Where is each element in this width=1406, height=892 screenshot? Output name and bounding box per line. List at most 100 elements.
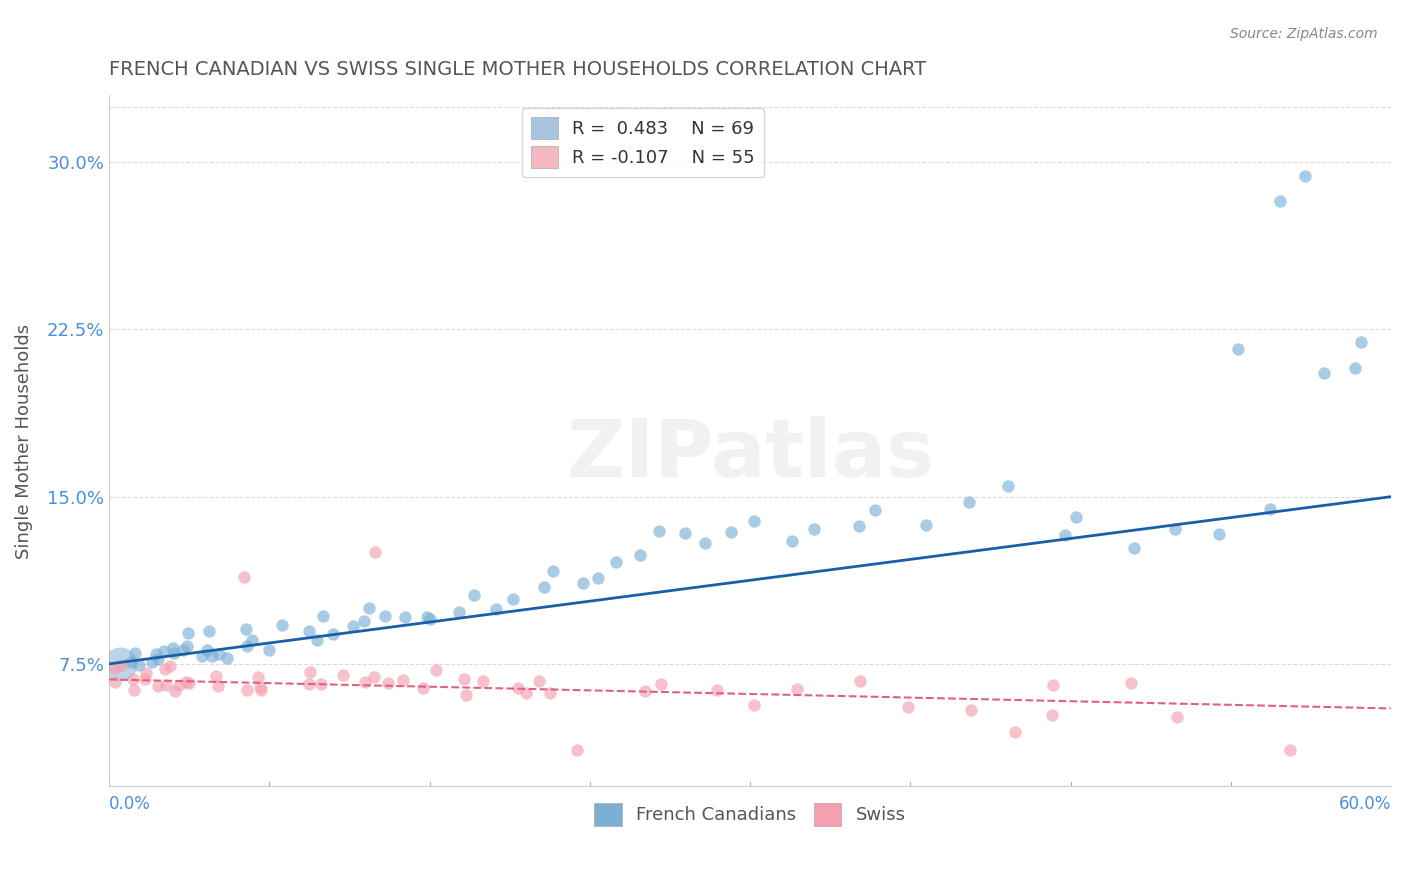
- Point: [572, 575, 595, 590]
- Point: [742, 698, 765, 712]
- Point: [146, 652, 169, 666]
- Point: [208, 647, 231, 661]
- Point: [332, 668, 354, 682]
- Point: [179, 676, 201, 690]
- Point: [298, 665, 321, 680]
- Point: [353, 674, 375, 689]
- Point: [104, 661, 127, 675]
- Point: [502, 591, 524, 606]
- Point: [191, 649, 214, 664]
- Point: [159, 658, 181, 673]
- Point: [176, 674, 198, 689]
- Point: [134, 672, 156, 686]
- Point: [1312, 366, 1334, 380]
- Point: [121, 673, 143, 687]
- Point: [233, 570, 256, 584]
- Point: [453, 672, 475, 686]
- Point: [249, 680, 271, 694]
- Point: [540, 686, 562, 700]
- Point: [207, 679, 229, 693]
- Point: [412, 681, 434, 695]
- Point: [135, 665, 157, 680]
- Point: [425, 663, 447, 677]
- Point: [848, 674, 870, 689]
- Point: [720, 524, 742, 539]
- Point: [297, 677, 319, 691]
- Point: [364, 545, 387, 559]
- Point: [165, 683, 187, 698]
- Point: [648, 524, 671, 538]
- Point: [706, 683, 728, 698]
- Legend: French Canadians, Swiss: French Canadians, Swiss: [588, 797, 912, 833]
- Text: 60.0%: 60.0%: [1339, 796, 1391, 814]
- Point: [353, 615, 375, 629]
- Point: [1053, 528, 1076, 542]
- Point: [742, 514, 765, 528]
- Y-axis label: Single Mother Households: Single Mother Households: [15, 324, 32, 558]
- Point: [377, 675, 399, 690]
- Point: [449, 605, 471, 619]
- Point: [1344, 361, 1367, 376]
- Point: [463, 588, 485, 602]
- Point: [1164, 522, 1187, 536]
- Point: [394, 610, 416, 624]
- Point: [673, 526, 696, 541]
- Point: [359, 600, 381, 615]
- Point: [960, 703, 983, 717]
- Point: [162, 641, 184, 656]
- Point: [391, 673, 413, 687]
- Point: [122, 683, 145, 698]
- Point: [1350, 334, 1372, 349]
- Point: [863, 503, 886, 517]
- Point: [374, 608, 396, 623]
- Point: [246, 670, 269, 684]
- Point: [363, 670, 385, 684]
- Point: [472, 674, 495, 689]
- Point: [527, 674, 550, 689]
- Point: [485, 601, 508, 615]
- Point: [803, 522, 825, 536]
- Point: [176, 639, 198, 653]
- Point: [146, 679, 169, 693]
- Point: [235, 623, 257, 637]
- Point: [104, 674, 127, 689]
- Point: [195, 643, 218, 657]
- Point: [1294, 169, 1316, 184]
- Point: [120, 656, 142, 670]
- Point: [270, 618, 292, 632]
- Point: [605, 555, 627, 569]
- Point: [1042, 678, 1064, 692]
- Point: [145, 647, 167, 661]
- Point: [897, 700, 920, 714]
- Point: [201, 649, 224, 664]
- Point: [110, 657, 132, 672]
- Point: [155, 678, 177, 692]
- Point: [695, 535, 717, 549]
- Point: [650, 676, 672, 690]
- Point: [628, 548, 651, 562]
- Point: [786, 681, 808, 696]
- Point: [250, 683, 273, 698]
- Text: 0.0%: 0.0%: [110, 796, 150, 814]
- Point: [415, 609, 437, 624]
- Point: [957, 495, 980, 509]
- Point: [1208, 527, 1230, 541]
- Point: [565, 743, 588, 757]
- Point: [322, 627, 344, 641]
- Point: [153, 662, 176, 676]
- Point: [163, 646, 186, 660]
- Point: [508, 681, 530, 695]
- Text: Source: ZipAtlas.com: Source: ZipAtlas.com: [1230, 27, 1378, 41]
- Point: [541, 564, 564, 578]
- Text: ZIPatlas: ZIPatlas: [567, 416, 934, 494]
- Point: [1227, 342, 1250, 356]
- Point: [1122, 541, 1144, 555]
- Point: [153, 644, 176, 658]
- Point: [257, 643, 280, 657]
- Point: [312, 609, 335, 624]
- Point: [1119, 675, 1142, 690]
- Point: [197, 624, 219, 638]
- Point: [217, 650, 239, 665]
- Point: [204, 669, 226, 683]
- Point: [128, 658, 150, 673]
